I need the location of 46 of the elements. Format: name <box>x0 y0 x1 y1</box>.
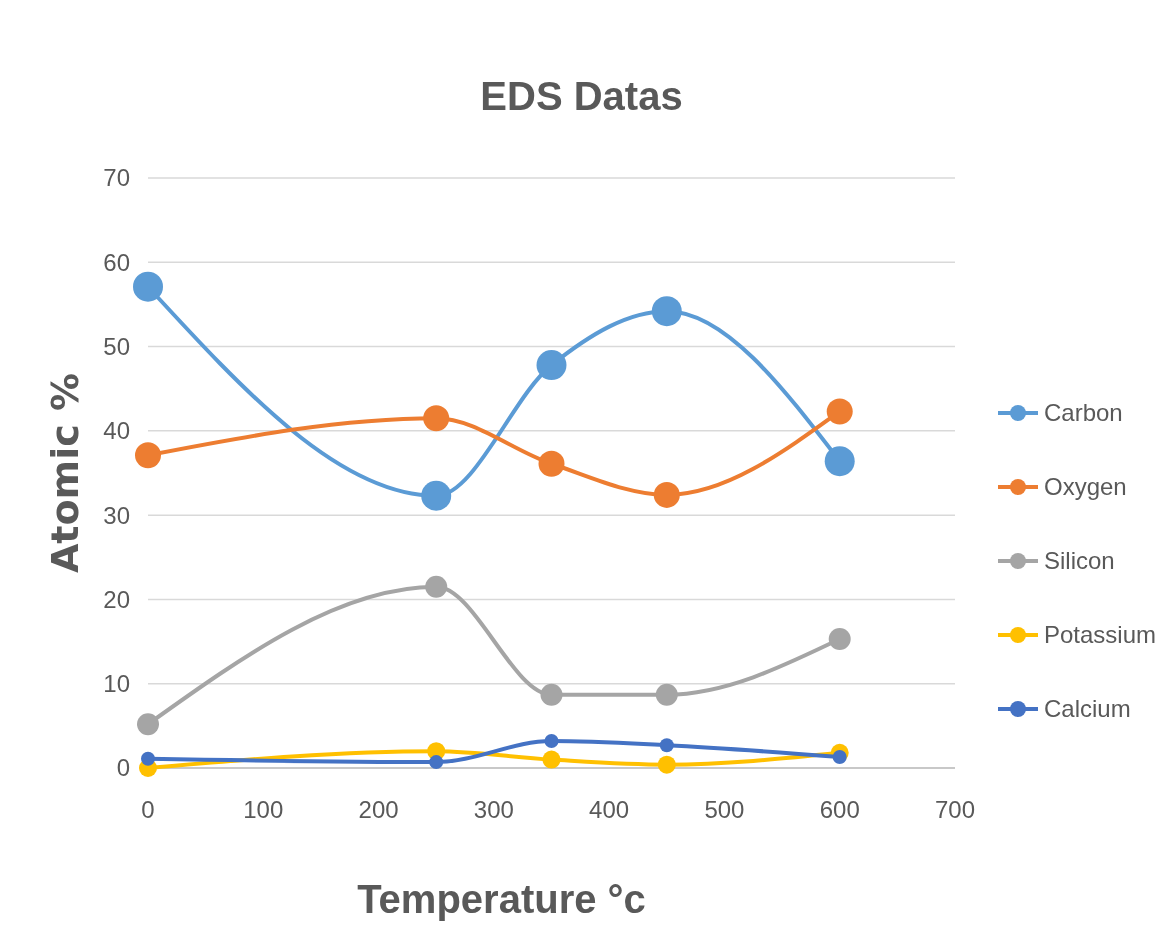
point <box>544 734 559 749</box>
y-axis-title: Atomic % <box>43 372 87 574</box>
point <box>832 750 847 765</box>
point <box>538 450 565 477</box>
point <box>651 296 682 327</box>
x-tick-label: 400 <box>589 796 630 823</box>
point <box>133 271 163 302</box>
y-tick-label: 50 <box>103 332 130 360</box>
y-tick-label: 30 <box>103 501 130 529</box>
point <box>425 575 448 598</box>
chart-title: EDS Datas <box>480 74 683 118</box>
x-tick-label: 300 <box>473 796 514 823</box>
point <box>137 713 159 736</box>
point <box>824 446 855 477</box>
point <box>657 755 676 774</box>
legend-label: Oxygen <box>1044 473 1127 501</box>
x-tick-label: 500 <box>704 796 745 823</box>
legend-label: Calcium <box>1044 695 1131 723</box>
x-axis-title: Temperature °c <box>357 877 646 921</box>
point <box>536 350 567 381</box>
point <box>653 481 680 508</box>
point <box>429 755 444 770</box>
legend-label: Potassium <box>1044 621 1157 649</box>
x-tick-label: 0 <box>141 796 155 823</box>
legend-label: Carbon <box>1044 399 1123 427</box>
x-tick-label: 700 <box>934 796 976 823</box>
legend-label: Silicon <box>1044 547 1115 575</box>
y-tick-label: 70 <box>103 164 130 192</box>
point <box>655 683 678 706</box>
y-tick-label: 20 <box>103 585 130 613</box>
point <box>826 398 853 425</box>
y-tick-label: 0 <box>116 754 130 782</box>
point <box>423 405 450 432</box>
y-tick-label: 40 <box>103 417 130 445</box>
point <box>659 738 674 753</box>
x-tick-label: 100 <box>243 796 284 823</box>
x-tick-label: 200 <box>358 796 399 823</box>
point <box>540 683 563 706</box>
point <box>135 442 161 469</box>
point <box>828 628 851 651</box>
point <box>421 480 452 511</box>
y-tick-label: 10 <box>103 670 130 698</box>
point <box>141 751 155 766</box>
x-tick-label: 600 <box>819 796 860 823</box>
y-tick-label: 60 <box>103 248 130 276</box>
point <box>542 750 561 769</box>
